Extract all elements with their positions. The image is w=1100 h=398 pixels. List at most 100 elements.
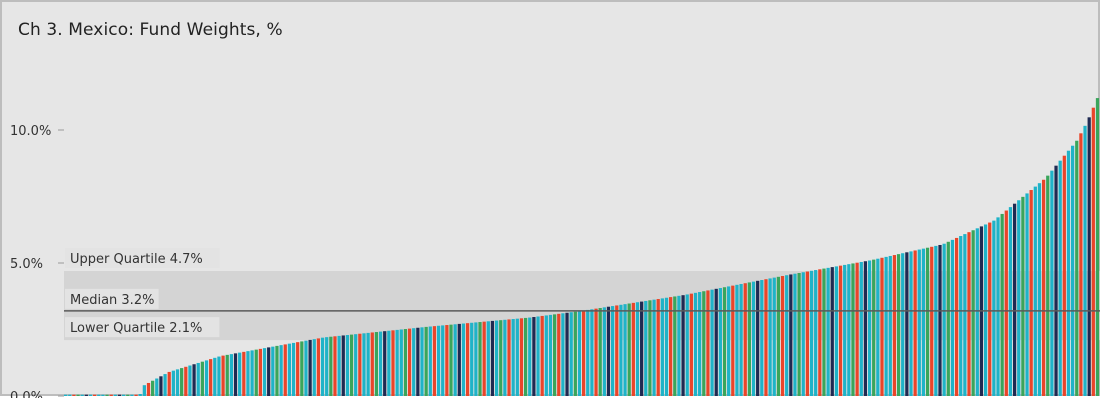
data-bar: [776, 276, 781, 396]
data-bar: [196, 362, 200, 396]
data-bar: [573, 311, 577, 396]
data-bar: [631, 302, 635, 396]
data-bar: [1037, 183, 1042, 396]
data-bar: [818, 269, 822, 396]
data-bar: [345, 335, 350, 396]
data-bar: [660, 298, 664, 396]
data-bar: [606, 306, 611, 396]
data-bar: [677, 295, 681, 396]
data-bar: [316, 338, 321, 396]
data-bar: [374, 332, 379, 396]
data-bar: [602, 307, 606, 396]
data-bar: [623, 304, 627, 396]
data-bar: [681, 295, 685, 396]
data-bar: [963, 234, 967, 396]
data-bar: [851, 263, 855, 396]
data-bar: [449, 324, 453, 396]
data-bar: [917, 249, 921, 396]
data-bar: [830, 267, 834, 396]
data-bar: [515, 318, 519, 396]
data-bar: [528, 317, 532, 396]
data-bar: [229, 354, 233, 396]
data-bar: [271, 346, 275, 396]
data-bar: [1046, 175, 1050, 396]
data-bar: [706, 290, 710, 396]
y-tick-label: 5.0%: [10, 257, 43, 272]
data-bar: [167, 371, 171, 396]
data-bar: [805, 271, 810, 396]
data-bar: [76, 394, 80, 396]
data-bar: [751, 281, 756, 396]
data-bar: [901, 253, 905, 396]
data-bar: [391, 330, 395, 396]
data-bar: [383, 331, 387, 396]
data-bar: [714, 288, 718, 396]
data-bar: [1033, 186, 1037, 396]
data-bar: [312, 339, 316, 396]
data-bar: [72, 394, 76, 396]
data-bar: [258, 348, 263, 396]
data-bar: [287, 343, 292, 396]
data-bar: [151, 380, 155, 396]
data-bar: [142, 385, 146, 396]
data-bar: [880, 257, 884, 396]
data-bar: [122, 394, 126, 396]
data-bar: [221, 355, 225, 396]
data-bar: [499, 320, 503, 396]
data-bar: [130, 394, 134, 396]
data-bar: [1075, 140, 1079, 396]
data-bar: [1079, 133, 1083, 396]
data-bar: [482, 321, 486, 396]
data-bar: [698, 292, 702, 396]
data-bar: [204, 360, 209, 396]
data-bar: [1083, 125, 1087, 396]
data-bar: [291, 342, 296, 396]
data-bar: [689, 293, 693, 396]
data-bar: [611, 306, 615, 396]
median-label: Median 3.2%: [70, 293, 154, 308]
data-bar: [138, 394, 142, 396]
data-bar: [134, 394, 138, 396]
data-bar: [470, 322, 474, 396]
data-bar: [561, 313, 565, 396]
data-bar: [1017, 200, 1021, 396]
data-bar: [801, 272, 805, 396]
data-bar: [1012, 203, 1017, 396]
data-bar: [416, 327, 420, 396]
data-bar: [664, 297, 669, 396]
data-bar: [710, 289, 714, 396]
data-bar: [739, 284, 743, 396]
data-bar: [432, 326, 437, 396]
data-bar: [727, 286, 731, 396]
data-bar: [250, 350, 254, 396]
data-bar: [615, 305, 619, 396]
data-bar: [453, 324, 457, 396]
data-bar: [780, 276, 785, 396]
data-bar: [635, 302, 640, 396]
data-bar: [793, 273, 797, 396]
data-bar: [395, 329, 399, 396]
data-bar: [494, 320, 499, 396]
data-bar: [648, 300, 652, 396]
data-bar: [171, 370, 175, 396]
data-bar: [590, 309, 594, 396]
y-tick-label: 10.0%: [10, 124, 51, 139]
data-bar: [109, 394, 113, 396]
data-bar: [971, 230, 975, 396]
data-bar: [594, 308, 598, 396]
data-bar: [341, 335, 345, 396]
data-bar: [503, 319, 507, 396]
data-bar: [656, 299, 660, 396]
data-bar: [764, 279, 768, 396]
data-bar: [267, 347, 271, 396]
data-bar: [457, 323, 461, 396]
data-bar: [279, 345, 283, 396]
data-bar: [238, 352, 242, 396]
data-bar: [913, 250, 917, 396]
data-bar: [387, 330, 391, 396]
data-bar: [954, 237, 959, 396]
data-bar: [325, 337, 329, 396]
data-bar: [254, 349, 258, 396]
